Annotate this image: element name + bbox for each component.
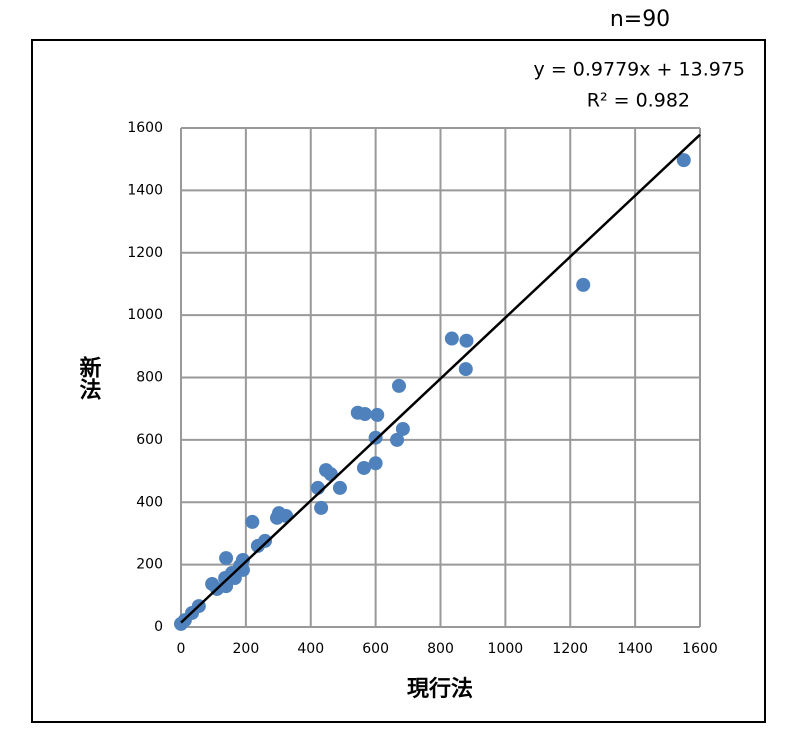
trendline xyxy=(180,133,701,624)
data-point xyxy=(368,456,383,471)
x-tick-label: 600 xyxy=(362,641,389,657)
chart-frame xyxy=(31,39,766,723)
x-tick-label: 800 xyxy=(427,641,454,657)
data-point xyxy=(395,421,410,436)
y-tick-label: 1000 xyxy=(127,307,163,323)
x-tick-label: 0 xyxy=(177,641,186,657)
y-tick-label: 400 xyxy=(136,494,163,510)
x-tick-label: 1400 xyxy=(617,641,653,657)
data-point xyxy=(458,362,473,377)
y-tick-label: 1400 xyxy=(127,182,163,198)
data-point xyxy=(245,514,260,529)
data-point xyxy=(391,378,406,393)
x-tick-label: 1600 xyxy=(682,641,718,657)
data-point xyxy=(444,331,459,346)
data-point xyxy=(270,510,285,525)
x-tick-label: 200 xyxy=(233,641,260,657)
y-tick-label: 1200 xyxy=(127,245,163,261)
data-point xyxy=(370,407,385,422)
y-axis-label: 新法 xyxy=(76,355,102,401)
data-point xyxy=(332,480,347,495)
data-point xyxy=(368,430,383,445)
r-squared: R² = 0.982 xyxy=(587,90,690,112)
y-tick-label: 600 xyxy=(136,432,163,448)
data-point xyxy=(356,460,371,475)
y-tick-label: 0 xyxy=(154,619,163,635)
data-point xyxy=(314,500,329,515)
x-axis-label: 現行法 xyxy=(407,676,473,702)
data-point xyxy=(357,406,372,421)
data-point xyxy=(219,551,234,566)
data-point xyxy=(459,333,474,348)
y-tick-label: 200 xyxy=(136,557,163,573)
data-point xyxy=(323,467,338,482)
data-point xyxy=(676,153,691,168)
x-tick-label: 400 xyxy=(297,641,324,657)
data-point xyxy=(250,538,265,553)
y-tick-label: 1600 xyxy=(127,120,163,136)
data-point xyxy=(576,277,591,292)
x-tick-label: 1000 xyxy=(488,641,524,657)
x-tick-label: 1200 xyxy=(552,641,588,657)
y-tick-label: 800 xyxy=(136,370,163,386)
sample-size: n=90 xyxy=(610,7,670,32)
data-point xyxy=(390,432,405,447)
trend-equation: y = 0.9779x + 13.975 xyxy=(534,59,745,81)
